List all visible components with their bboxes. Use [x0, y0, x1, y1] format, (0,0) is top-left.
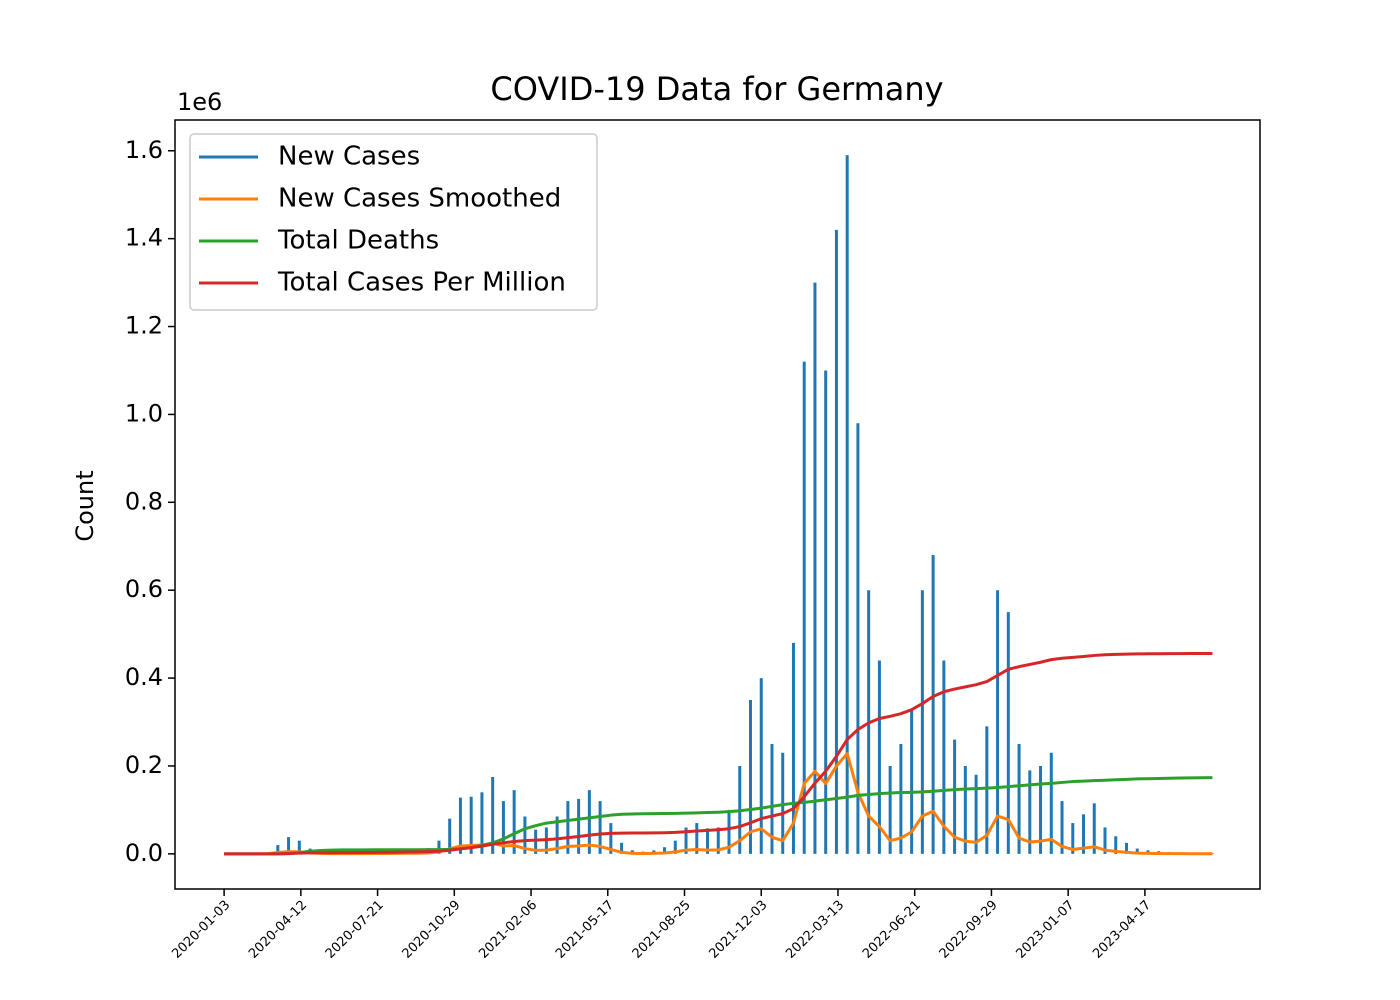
y-tick-label: 0.8	[125, 487, 163, 515]
y-tick-label: 1.6	[125, 136, 163, 164]
y-tick-label: 0.0	[125, 839, 163, 867]
y-tick-label: 0.2	[125, 751, 163, 779]
y-tick-label: 1.4	[125, 224, 163, 252]
legend-label: Total Cases Per Million	[277, 268, 566, 298]
y-axis-label: Count	[71, 470, 99, 541]
y-offset-label: 1e6	[177, 88, 222, 116]
y-tick-label: 1.0	[125, 399, 163, 427]
series-line	[224, 776, 1213, 856]
legend-label: New Cases	[278, 142, 420, 172]
chart-title: COVID-19 Data for Germany	[490, 70, 943, 108]
legend-label: New Cases Smoothed	[278, 184, 561, 214]
legend-label: Total Deaths	[277, 226, 439, 256]
series-line	[224, 652, 1213, 856]
plot-area	[224, 155, 1214, 856]
y-tick-label: 0.6	[125, 575, 163, 603]
y-tick-label: 0.4	[125, 663, 163, 691]
legend-box	[189, 133, 598, 311]
plot-frame	[174, 119, 1261, 890]
y-tick-label: 1.2	[125, 312, 163, 340]
